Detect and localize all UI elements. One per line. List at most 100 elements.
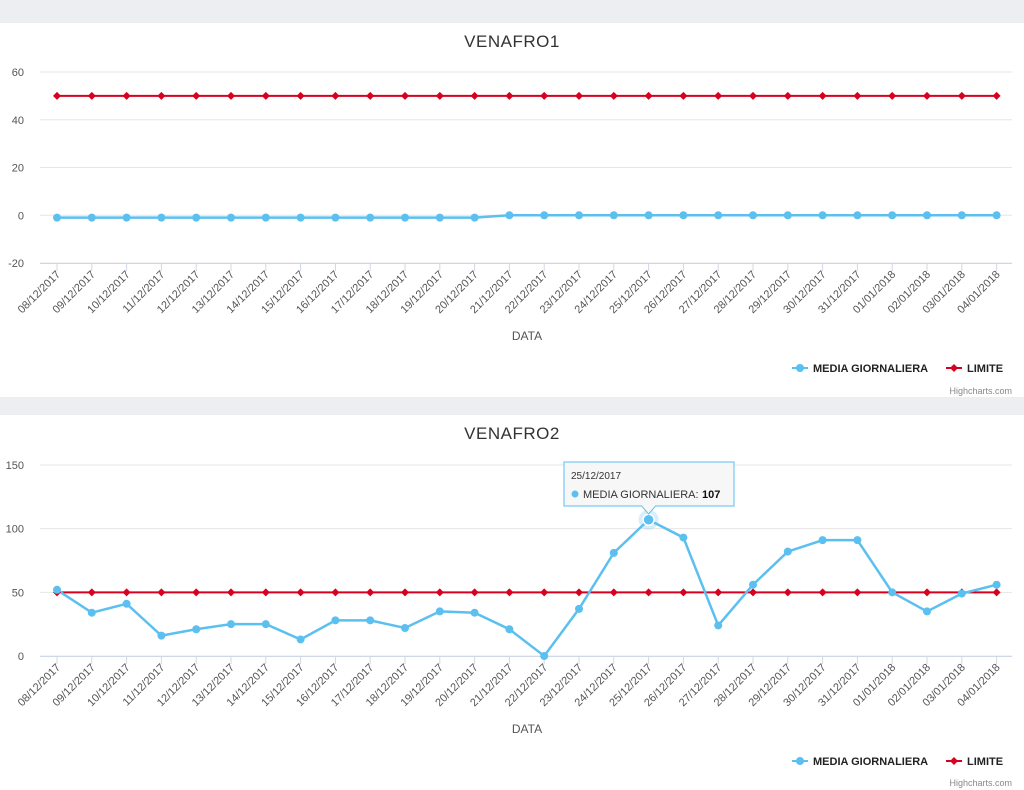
data-point-limite[interactable] bbox=[679, 91, 688, 100]
legend-item-limite[interactable]: LIMITE bbox=[946, 756, 1003, 768]
data-point-media-giornaliera[interactable] bbox=[923, 211, 931, 220]
data-point-media-giornaliera[interactable] bbox=[157, 631, 166, 640]
data-point-limite[interactable] bbox=[575, 588, 583, 597]
data-point-limite[interactable] bbox=[227, 588, 235, 597]
data-point-limite[interactable] bbox=[957, 91, 966, 100]
data-point-media-giornaliera[interactable] bbox=[679, 211, 688, 220]
data-point-media-giornaliera[interactable] bbox=[749, 580, 757, 589]
data-point-limite[interactable] bbox=[888, 91, 897, 100]
data-point-limite[interactable] bbox=[87, 588, 96, 597]
data-point-limite[interactable] bbox=[609, 588, 618, 597]
data-point-media-giornaliera[interactable] bbox=[749, 211, 757, 220]
data-point-media-giornaliera[interactable] bbox=[366, 213, 375, 222]
data-point-media-giornaliera[interactable] bbox=[923, 607, 931, 616]
data-point-limite[interactable] bbox=[749, 91, 757, 100]
data-point-limite[interactable] bbox=[540, 91, 549, 100]
data-point-media-giornaliera[interactable] bbox=[53, 585, 61, 594]
data-point-limite[interactable] bbox=[122, 91, 131, 100]
data-point-limite[interactable] bbox=[261, 91, 270, 100]
data-point-media-giornaliera[interactable] bbox=[122, 599, 131, 608]
credits-link[interactable]: Highcharts.com bbox=[949, 386, 1012, 396]
data-point-limite[interactable] bbox=[818, 91, 827, 100]
data-point-limite[interactable] bbox=[296, 91, 305, 100]
data-point-media-giornaliera[interactable] bbox=[296, 213, 305, 222]
data-point-limite[interactable] bbox=[505, 588, 514, 597]
data-point-media-giornaliera[interactable] bbox=[575, 604, 583, 613]
data-point-media-giornaliera[interactable] bbox=[505, 211, 514, 220]
data-point-limite[interactable] bbox=[87, 91, 96, 100]
data-point-media-giornaliera[interactable] bbox=[957, 589, 966, 598]
data-point-limite[interactable] bbox=[192, 91, 201, 100]
data-point-media-giornaliera[interactable] bbox=[435, 213, 444, 222]
data-point-limite[interactable] bbox=[644, 91, 653, 100]
data-point-limite[interactable] bbox=[575, 91, 583, 100]
data-point-limite[interactable] bbox=[366, 91, 375, 100]
data-point-media-giornaliera[interactable] bbox=[853, 211, 862, 220]
data-point-media-giornaliera[interactable] bbox=[540, 652, 549, 660]
hovered-point[interactable] bbox=[642, 513, 655, 527]
data-point-media-giornaliera[interactable] bbox=[261, 620, 270, 629]
data-point-media-giornaliera[interactable] bbox=[87, 608, 96, 617]
data-point-limite[interactable] bbox=[296, 588, 305, 597]
data-point-limite[interactable] bbox=[435, 588, 444, 597]
data-point-limite[interactable] bbox=[470, 91, 479, 100]
data-point-media-giornaliera[interactable] bbox=[53, 213, 61, 222]
data-point-media-giornaliera[interactable] bbox=[853, 536, 862, 545]
data-point-media-giornaliera[interactable] bbox=[957, 211, 966, 220]
data-point-limite[interactable] bbox=[366, 588, 375, 597]
data-point-limite[interactable] bbox=[783, 588, 792, 597]
data-point-media-giornaliera[interactable] bbox=[644, 211, 653, 220]
data-point-media-giornaliera[interactable] bbox=[992, 580, 1001, 589]
data-point-limite[interactable] bbox=[853, 588, 862, 597]
data-point-media-giornaliera[interactable] bbox=[575, 211, 583, 220]
data-point-media-giornaliera[interactable] bbox=[296, 635, 305, 644]
data-point-media-giornaliera[interactable] bbox=[818, 536, 827, 545]
data-point-limite[interactable] bbox=[157, 91, 166, 100]
credits-link[interactable]: Highcharts.com bbox=[949, 778, 1012, 788]
data-point-limite[interactable] bbox=[227, 91, 235, 100]
data-point-media-giornaliera[interactable] bbox=[505, 625, 514, 634]
data-point-limite[interactable] bbox=[401, 588, 409, 597]
data-point-media-giornaliera[interactable] bbox=[609, 548, 618, 557]
data-point-limite[interactable] bbox=[679, 588, 688, 597]
data-point-media-giornaliera[interactable] bbox=[227, 620, 235, 629]
data-point-limite[interactable] bbox=[470, 588, 479, 597]
data-point-media-giornaliera[interactable] bbox=[679, 533, 688, 542]
data-point-media-giornaliera[interactable] bbox=[992, 211, 1001, 220]
data-point-media-giornaliera[interactable] bbox=[401, 623, 409, 632]
data-point-media-giornaliera[interactable] bbox=[435, 607, 444, 616]
data-point-limite[interactable] bbox=[261, 588, 270, 597]
data-point-limite[interactable] bbox=[505, 91, 514, 100]
data-point-media-giornaliera[interactable] bbox=[227, 213, 235, 222]
data-point-limite[interactable] bbox=[401, 91, 409, 100]
data-point-media-giornaliera[interactable] bbox=[331, 616, 340, 625]
data-point-media-giornaliera[interactable] bbox=[331, 213, 340, 222]
data-point-limite[interactable] bbox=[992, 588, 1001, 597]
data-point-limite[interactable] bbox=[783, 91, 792, 100]
data-point-media-giornaliera[interactable] bbox=[122, 213, 131, 222]
data-point-limite[interactable] bbox=[923, 91, 931, 100]
data-point-media-giornaliera[interactable] bbox=[470, 608, 479, 617]
data-point-media-giornaliera[interactable] bbox=[401, 213, 409, 222]
data-point-limite[interactable] bbox=[714, 91, 723, 100]
data-point-media-giornaliera[interactable] bbox=[261, 213, 270, 222]
legend-item-media-giornaliera[interactable]: MEDIA GIORNALIERA bbox=[792, 756, 928, 768]
data-point-media-giornaliera[interactable] bbox=[540, 211, 549, 220]
data-point-media-giornaliera[interactable] bbox=[609, 211, 618, 220]
data-point-media-giornaliera[interactable] bbox=[888, 588, 897, 597]
data-point-limite[interactable] bbox=[714, 588, 723, 597]
data-point-limite[interactable] bbox=[818, 588, 827, 597]
data-point-media-giornaliera[interactable] bbox=[192, 625, 201, 634]
data-point-limite[interactable] bbox=[331, 588, 340, 597]
data-point-limite[interactable] bbox=[992, 91, 1001, 100]
data-point-limite[interactable] bbox=[923, 588, 931, 597]
data-point-media-giornaliera[interactable] bbox=[818, 211, 827, 220]
data-point-limite[interactable] bbox=[540, 588, 549, 597]
data-point-media-giornaliera[interactable] bbox=[714, 621, 723, 630]
data-point-media-giornaliera[interactable] bbox=[87, 213, 96, 222]
data-point-media-giornaliera[interactable] bbox=[157, 213, 166, 222]
data-point-limite[interactable] bbox=[192, 588, 201, 597]
data-point-limite[interactable] bbox=[853, 91, 862, 100]
legend-item-limite[interactable]: LIMITE bbox=[946, 363, 1003, 375]
data-point-media-giornaliera[interactable] bbox=[888, 211, 897, 220]
